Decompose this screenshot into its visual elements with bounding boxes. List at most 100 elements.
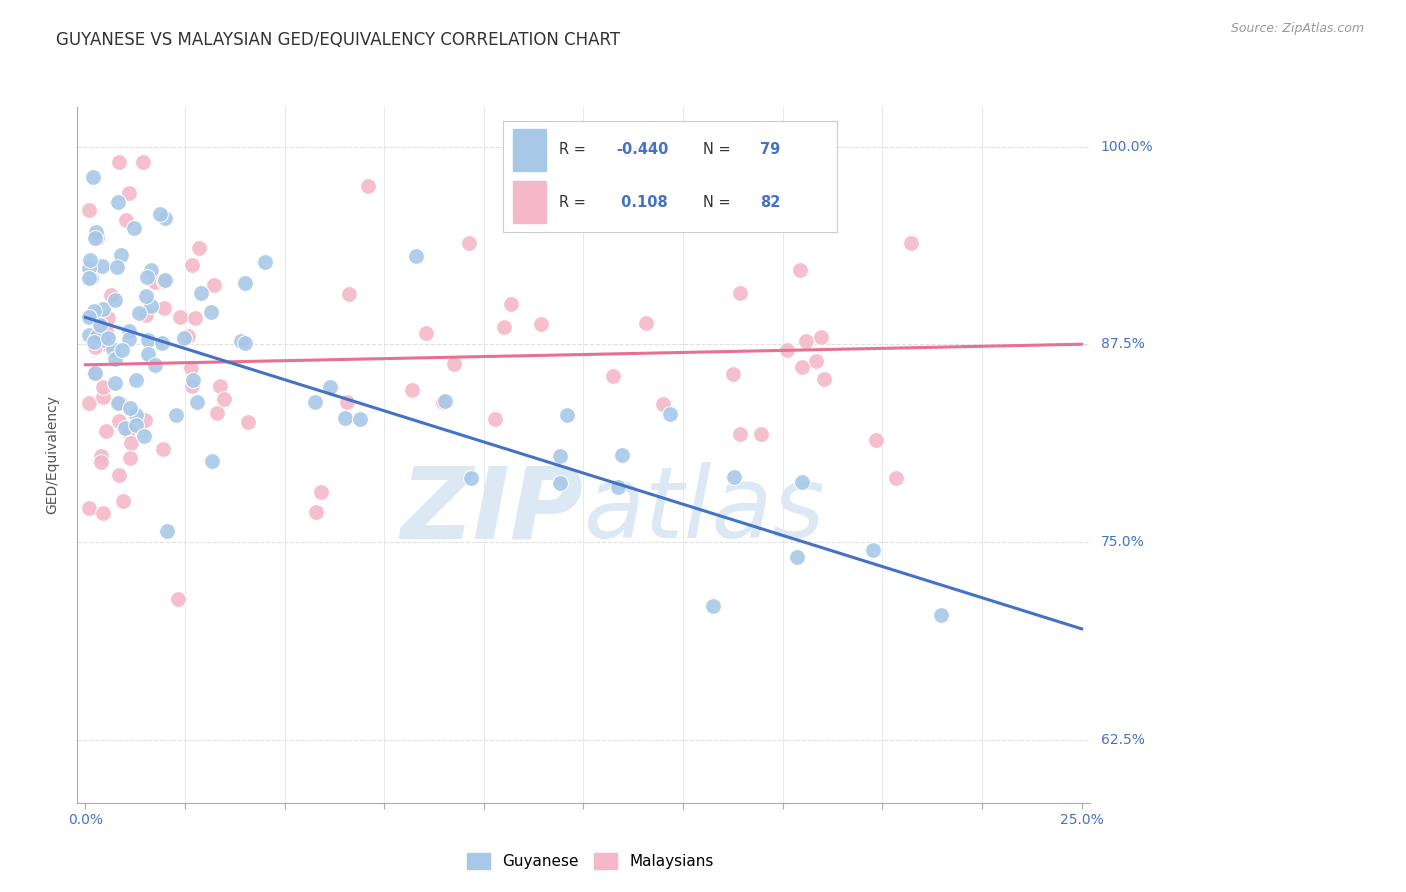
Point [132, 155, 155, 169]
Point [141, 263, 163, 277]
Point [152, 275, 174, 289]
Text: 62.5%: 62.5% [1101, 732, 1144, 747]
Point [125, 373, 148, 387]
Point [865, 433, 887, 447]
Point [202, 278, 225, 293]
Point [236, 415, 259, 429]
Point [86, 326, 108, 340]
Text: atlas: atlas [583, 462, 825, 559]
Point [91, 506, 114, 520]
Point [181, 373, 204, 387]
Point [181, 379, 204, 393]
Point [79, 253, 101, 268]
Point [214, 392, 236, 406]
Point [790, 216, 813, 230]
Point [152, 442, 174, 456]
Point [201, 454, 224, 468]
Point [786, 549, 808, 564]
Text: ZIP: ZIP [401, 462, 583, 559]
Point [91, 380, 114, 394]
Point [107, 467, 129, 482]
Point [181, 258, 204, 272]
Point [749, 427, 772, 442]
Text: GUYANESE VS MALAYSIAN GED/EQUIVALENCY CORRELATION CHART: GUYANESE VS MALAYSIAN GED/EQUIVALENCY CO… [56, 31, 620, 49]
Point [153, 273, 176, 287]
Point [124, 220, 146, 235]
Point [405, 249, 427, 263]
Point [120, 401, 142, 416]
Point [90, 455, 112, 469]
Point [177, 329, 200, 343]
Point [432, 395, 454, 409]
Point [110, 248, 132, 262]
Point [117, 324, 139, 338]
Point [79, 261, 101, 276]
Point [200, 305, 222, 319]
Point [401, 383, 423, 397]
Point [84, 367, 107, 381]
Point [548, 449, 571, 463]
Point [117, 425, 139, 439]
Point [492, 320, 515, 334]
Point [721, 367, 744, 381]
Point [153, 301, 176, 315]
Point [136, 346, 159, 360]
Point [94, 324, 117, 338]
Point [86, 230, 108, 244]
Point [304, 394, 326, 409]
Y-axis label: GED/Equivalency: GED/Equivalency [45, 395, 59, 515]
Point [101, 343, 124, 357]
Point [728, 427, 751, 442]
Point [107, 396, 129, 410]
Point [125, 418, 148, 433]
Point [208, 379, 231, 393]
Point [728, 285, 751, 300]
Point [83, 231, 105, 245]
Text: 87.5%: 87.5% [1101, 337, 1144, 351]
Point [789, 262, 811, 277]
Point [319, 380, 342, 394]
Point [190, 285, 212, 300]
Point [153, 211, 176, 226]
Point [108, 155, 131, 169]
Point [134, 429, 156, 443]
Point [83, 367, 105, 381]
Point [723, 470, 745, 484]
Point [79, 271, 101, 285]
Point [501, 297, 523, 311]
Point [84, 226, 107, 240]
Point [104, 293, 127, 308]
Point [336, 395, 359, 409]
Point [118, 186, 141, 200]
Point [150, 335, 173, 350]
Point [107, 195, 129, 210]
Point [97, 331, 120, 345]
Point [79, 500, 101, 515]
Point [136, 333, 159, 347]
Point [82, 170, 104, 185]
Point [607, 480, 630, 494]
Point [141, 299, 163, 313]
Point [135, 308, 157, 322]
Point [79, 328, 101, 343]
Point [415, 326, 437, 340]
Point [114, 421, 136, 435]
Point [120, 435, 142, 450]
Point [143, 358, 166, 372]
Point [135, 288, 157, 302]
Point [110, 343, 132, 357]
Point [86, 329, 108, 343]
Point [862, 543, 884, 558]
Point [183, 311, 205, 326]
Point [254, 255, 277, 269]
Point [108, 414, 131, 428]
Point [96, 424, 118, 438]
Point [775, 343, 797, 357]
Point [118, 332, 141, 346]
Point [229, 334, 252, 348]
Point [83, 304, 105, 318]
Point [530, 317, 553, 331]
Point [810, 329, 832, 343]
Point [108, 396, 131, 410]
Point [458, 236, 481, 251]
